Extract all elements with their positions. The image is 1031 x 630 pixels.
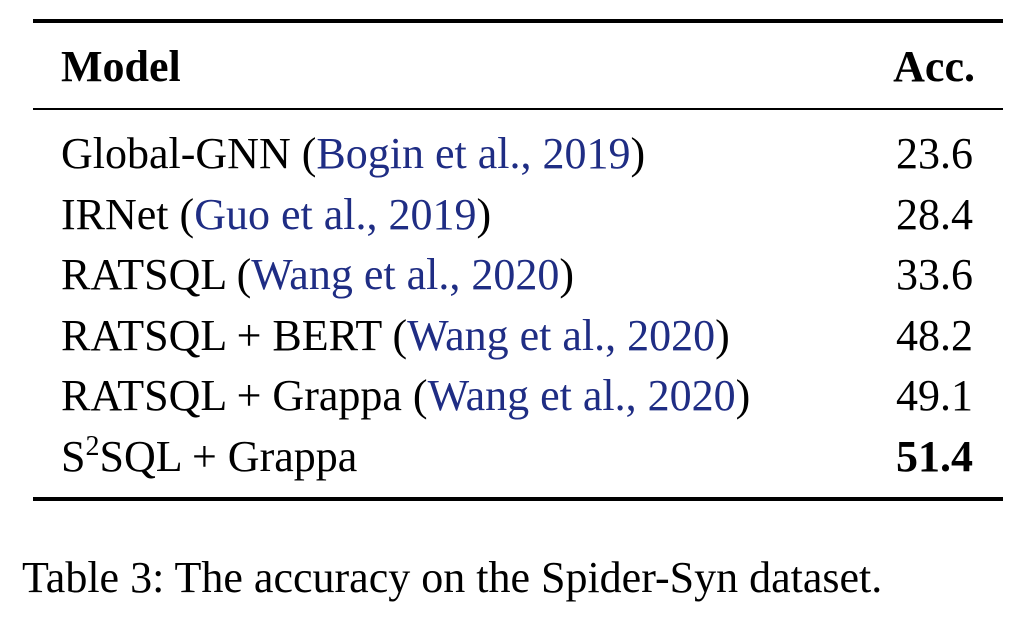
model-cell: RATSQL (Wang et al., 2020) [61,250,574,299]
table-row-best: S2SQL + Grappa 51.4 [0,427,1031,488]
model-name: Global-GNN [61,129,291,178]
citation-link[interactable]: Guo et al., 2019 [194,189,477,239]
citation-link[interactable]: Wang et al., 2020 [251,250,560,299]
accuracy-cell: 48.2 [896,310,973,360]
model-cell: RATSQL + Grappa (Wang et al., 2020) [61,371,751,420]
accuracy-cell: 23.6 [896,129,973,178]
table-row: RATSQL + BERT (Wang et al., 2020) 48.2 [0,306,1031,367]
accuracy-cell: 28.4 [896,189,973,239]
table-header: Model Acc. [0,34,1031,100]
accuracy-cell-best: 51.4 [896,431,973,481]
model-name-superscript: 2 [85,430,100,462]
table-row: RATSQL + Grappa (Wang et al., 2020) 49.1 [0,366,1031,427]
model-cell: IRNet (Guo et al., 2019) [61,189,492,239]
model-name-rest: SQL + Grappa [99,431,358,481]
citation-link[interactable]: Wang et al., 2020 [427,371,736,420]
model-cell: RATSQL + BERT (Wang et al., 2020) [61,310,730,360]
column-header-accuracy: Acc. [893,42,975,91]
model-cell: S2SQL + Grappa [61,427,357,487]
table-row: RATSQL (Wang et al., 2020) 33.6 [0,245,1031,306]
table-row: IRNet (Guo et al., 2019) 28.4 [0,185,1031,246]
column-header-model: Model [61,42,181,91]
table-caption: Table 3: The accuracy on the Spider-Syn … [22,553,883,602]
model-name: RATSQL + Grappa [61,371,402,420]
model-name: IRNet [61,189,169,239]
table-top-rule [33,19,1003,23]
citation-link[interactable]: Bogin et al., 2019 [316,129,631,178]
table-bottom-rule [33,497,1003,501]
accuracy-cell: 33.6 [896,250,973,299]
accuracy-cell: 49.1 [896,371,973,420]
model-name: RATSQL [61,250,226,299]
model-name: RATSQL + BERT [61,310,382,360]
table-header-rule [33,108,1003,110]
citation-link[interactable]: Wang et al., 2020 [407,310,716,360]
model-cell: Global-GNN (Bogin et al., 2019) [61,129,646,178]
table-body: Global-GNN (Bogin et al., 2019) 23.6 IRN… [0,124,1031,487]
table-row: Global-GNN (Bogin et al., 2019) 23.6 [0,124,1031,185]
model-name-base: S [61,431,86,481]
